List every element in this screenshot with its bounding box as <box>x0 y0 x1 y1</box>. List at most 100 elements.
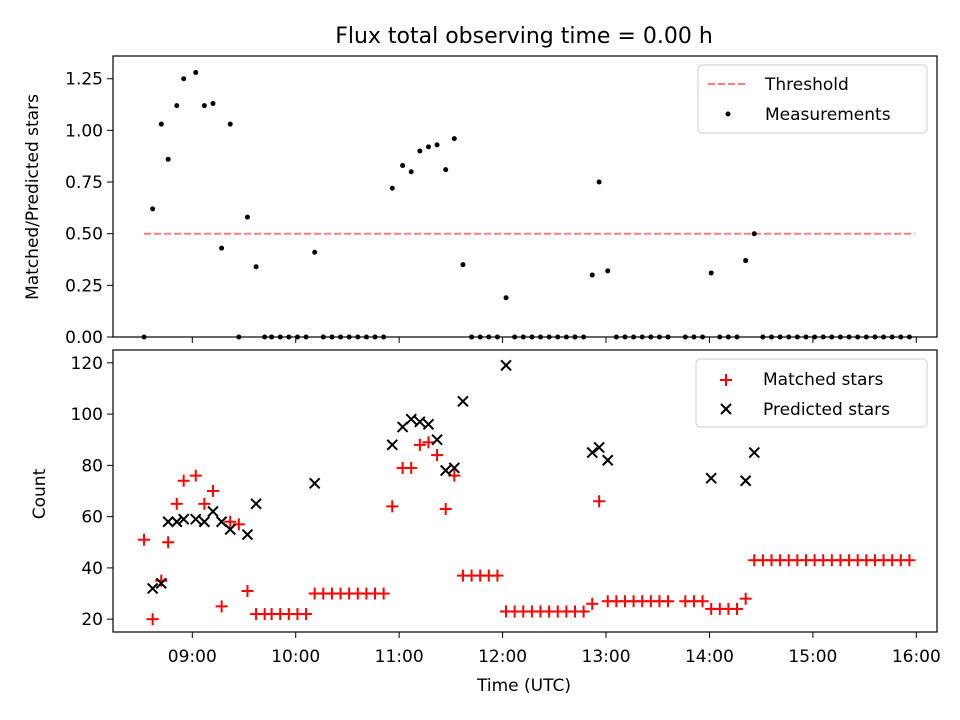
ratio-y-tick-label: 1.00 <box>65 121 103 141</box>
measurement-point <box>210 101 216 107</box>
matched-star-point <box>739 592 752 605</box>
measurement-point <box>708 270 714 276</box>
matched-star-point <box>386 500 399 513</box>
measurement-point <box>605 268 611 274</box>
ratio-panel: 0.00 0.25 0.50 0.75 1.00 1.25 Matched/Predict… <box>23 55 938 348</box>
measurement-point <box>244 214 250 220</box>
matched-star-point <box>155 574 168 587</box>
matched-star-point <box>903 554 916 567</box>
predicted-star-point <box>586 446 598 459</box>
predicted-star-point <box>448 462 461 474</box>
matched-star-point <box>696 595 709 608</box>
predicted-star-point <box>593 441 605 454</box>
count-y-tick-label: 20 <box>81 610 103 630</box>
matched-star-point <box>593 495 606 508</box>
legend-measurements-label: Measurements <box>765 105 891 125</box>
ratio-y-label: Matched/Predicted stars <box>23 94 43 300</box>
predicted-star-point <box>739 475 752 487</box>
predicted-star-point <box>308 477 321 490</box>
measurement-point <box>165 156 171 162</box>
count-x-tick-label: 11:00 <box>375 647 424 667</box>
ratio-legend: Threshold Measurements <box>697 64 928 134</box>
matched-star-point <box>189 469 202 482</box>
predicted-star-point <box>405 413 417 425</box>
count-panel: 20 40 60 80 100 120 09:00 10:00 11:00 12:00 13:00… <box>30 349 941 696</box>
ratio-y-axis: 0.00 0.25 0.50 0.75 1.00 1.25 <box>65 70 113 348</box>
chart-title: Flux total observing time = 0.00 h <box>335 24 713 49</box>
count-y-tick-label: 60 <box>81 508 103 528</box>
matched-star-point <box>413 438 426 451</box>
matched-star-point <box>439 502 452 515</box>
matched-star-point <box>177 474 190 487</box>
predicted-star-point <box>171 516 183 528</box>
ratio-y-tick-label: 0.50 <box>65 225 103 245</box>
count-x-axis: 09:00 10:00 11:00 12:00 13:00 14:00 15:00 16:00 <box>168 632 941 667</box>
predicted-star-point <box>241 528 254 541</box>
matched-star-point <box>491 569 504 582</box>
predicted-star-point <box>431 434 443 446</box>
legend-predicted-label: Predicted stars <box>763 400 890 420</box>
ratio-plot-frame <box>112 55 938 338</box>
legend-threshold-label: Threshold <box>764 75 849 95</box>
predicted-star-point <box>748 446 760 459</box>
predicted-star-point <box>422 418 435 431</box>
legend-matched-swatch <box>720 374 732 386</box>
matched-star-point <box>138 533 151 546</box>
matched-star-point <box>377 587 390 600</box>
ratio-x-ticks <box>191 337 917 343</box>
measurement-point <box>596 179 602 185</box>
predicted-star-point <box>224 523 236 536</box>
count-marks <box>138 359 916 626</box>
count-y-tick-label: 80 <box>81 456 103 476</box>
count-x-tick-label: 10:00 <box>271 647 320 667</box>
predicted-star-point <box>162 516 174 528</box>
matched-star-point <box>170 497 183 510</box>
predicted-star-point <box>177 513 190 525</box>
measurement-point <box>503 295 509 301</box>
predicted-star-point <box>198 516 211 528</box>
matched-star-point <box>162 536 175 549</box>
predicted-star-point <box>602 454 614 466</box>
count-legend: Matched stars Predicted stars <box>695 358 928 428</box>
predicted-star-point <box>155 577 167 589</box>
matched-star-point <box>206 485 219 497</box>
ratio-y-tick-label: 1.25 <box>65 70 103 90</box>
measurement-point <box>193 70 199 76</box>
x-axis-label: Time (UTC) <box>476 676 571 696</box>
count-y-tick-label: 100 <box>71 405 103 425</box>
matched-star-point <box>241 584 254 597</box>
measurement-point <box>201 103 207 109</box>
predicted-star-point <box>207 505 219 518</box>
measurement-point <box>181 76 187 82</box>
measurement-point <box>312 249 318 255</box>
measurement-point <box>389 185 395 191</box>
measurement-point <box>434 142 440 148</box>
predicted-star-point <box>250 498 262 510</box>
count-y-label: Count <box>30 468 50 519</box>
matched-star-point <box>224 515 237 528</box>
predicted-star-point <box>457 395 469 407</box>
matched-star-point <box>731 602 744 615</box>
predicted-star-point <box>386 439 398 451</box>
matched-star-point <box>431 449 444 462</box>
matched-star-point <box>662 595 675 608</box>
measurement-point <box>425 144 431 150</box>
count-y-tick-label: 120 <box>71 354 103 374</box>
ratio-marks <box>141 70 915 340</box>
measurement-point <box>150 206 156 212</box>
matched-star-point <box>405 461 418 474</box>
ratio-y-tick-label: 0.25 <box>65 276 103 296</box>
legend-matched-label: Matched stars <box>763 370 883 390</box>
legend-measurements-swatch <box>725 111 731 117</box>
measurement-point <box>751 231 757 237</box>
matched-star-point <box>577 605 590 618</box>
predicted-star-point <box>190 513 202 525</box>
matched-star-point <box>300 608 313 621</box>
matched-star-point <box>422 436 435 449</box>
measurement-point <box>253 264 259 270</box>
count-y-tick-label: 40 <box>81 559 103 579</box>
measurement-point <box>400 163 406 169</box>
matched-star-point <box>215 600 228 613</box>
predicted-star-point <box>146 582 159 595</box>
